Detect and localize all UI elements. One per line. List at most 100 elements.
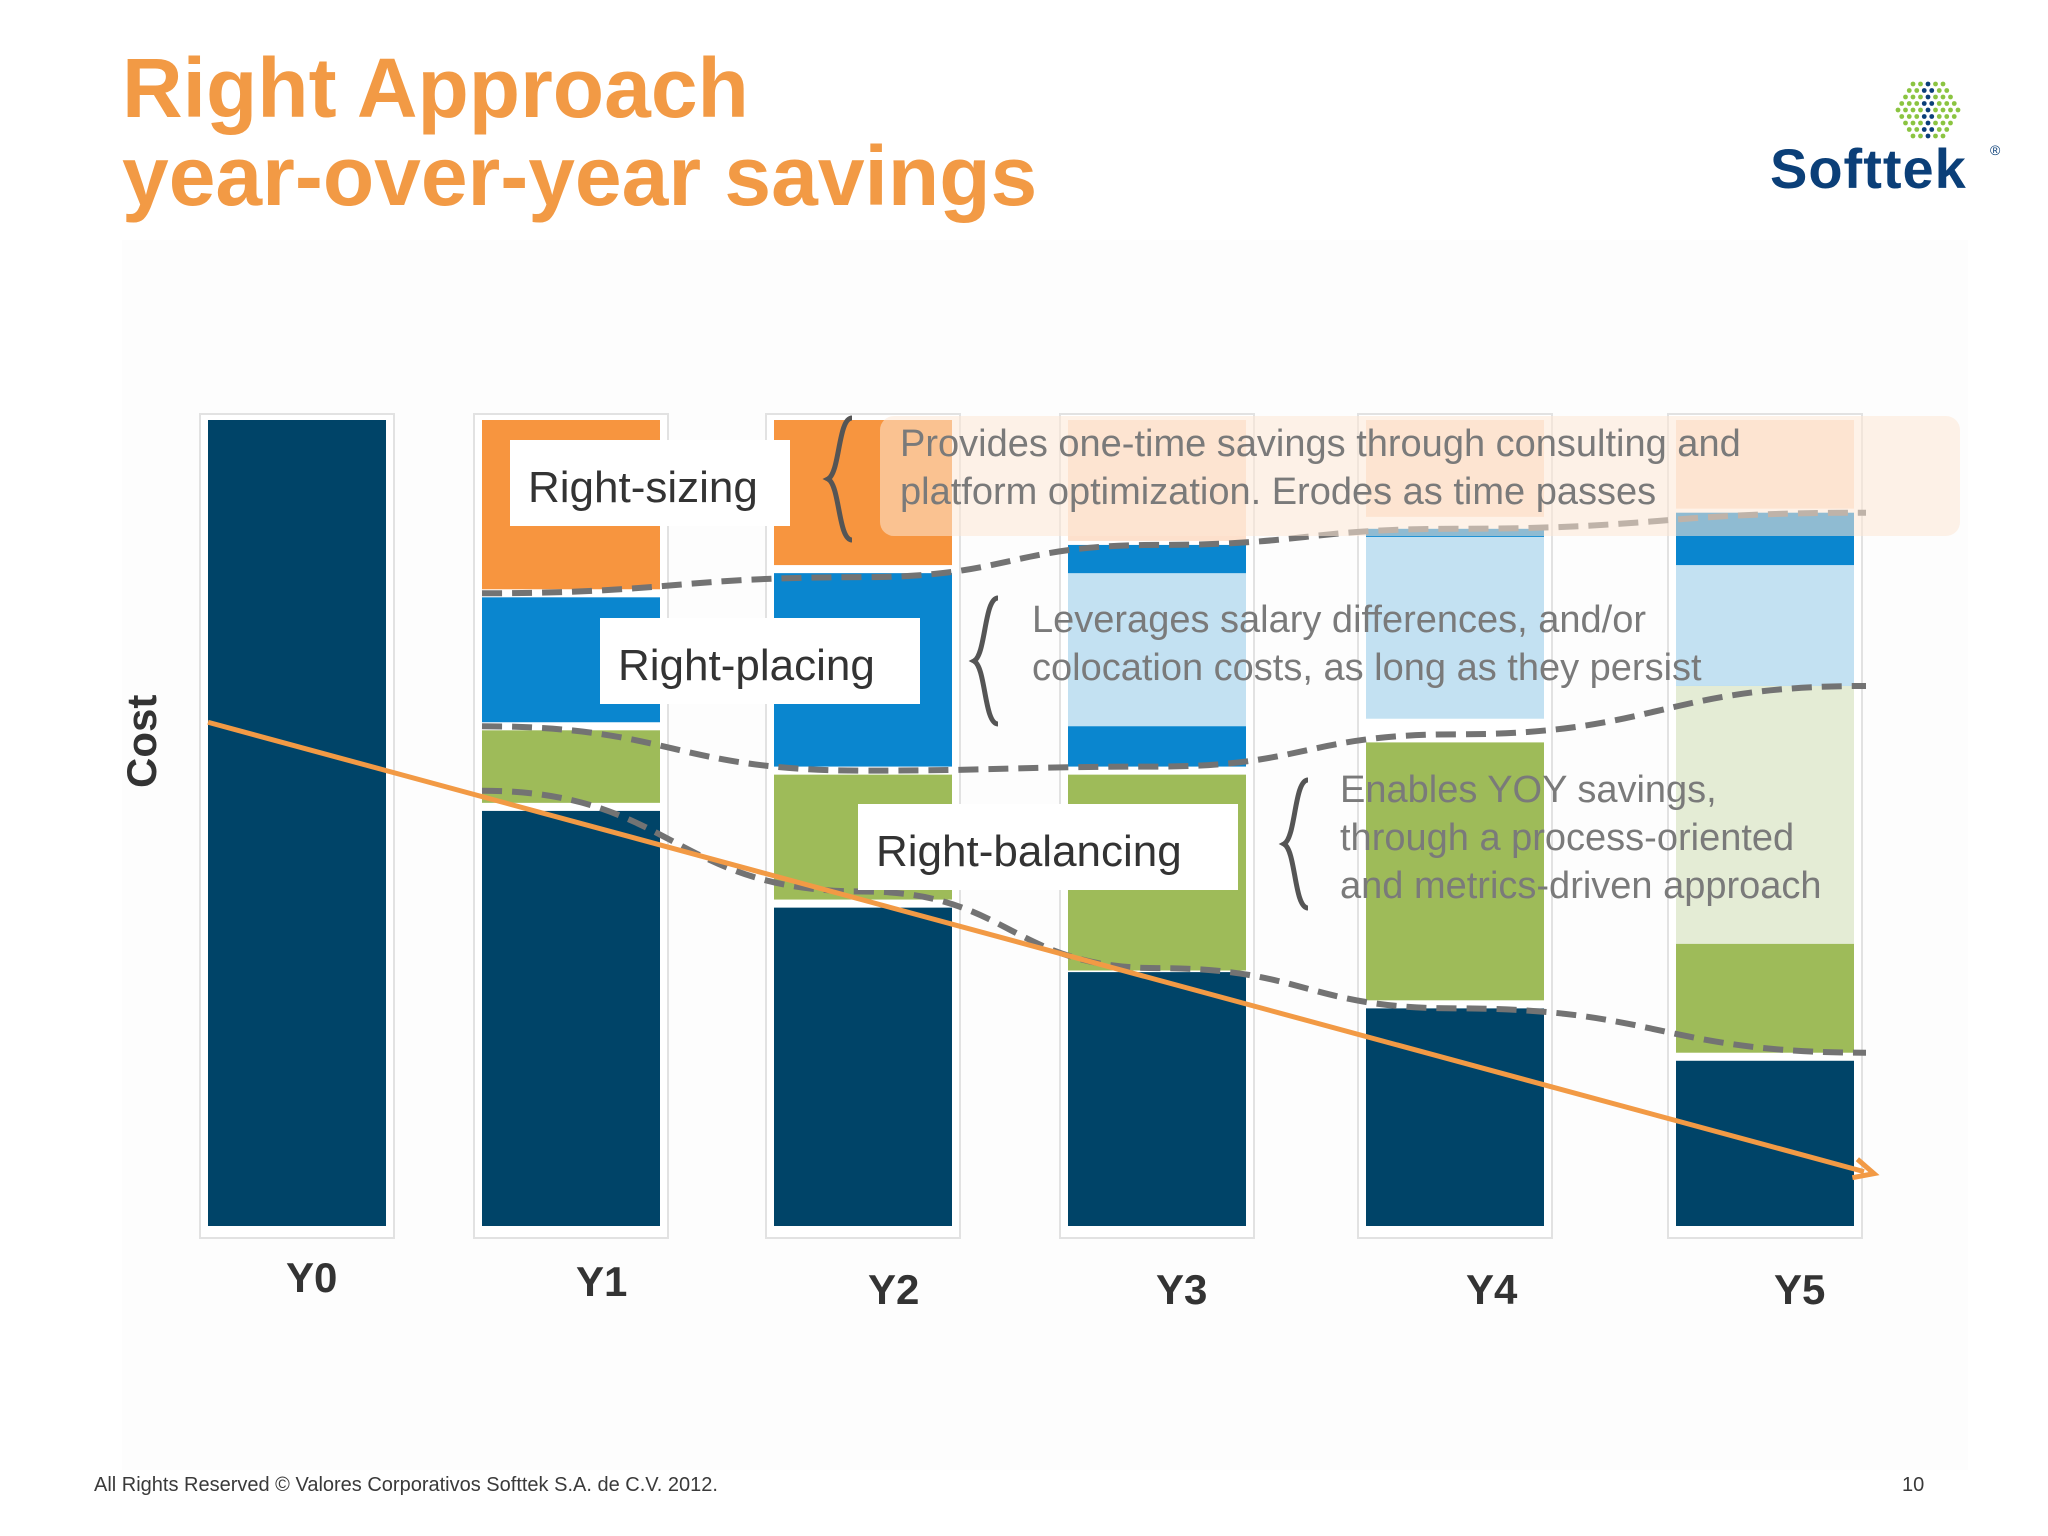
x-tick-label: Y1 (576, 1258, 627, 1305)
logo-dot (1910, 81, 1916, 87)
logo-dot (1895, 107, 1901, 113)
bar-segment-base (208, 420, 386, 1226)
bar-segment-base (1366, 1008, 1544, 1226)
logo-dot (1906, 114, 1912, 119)
bar-segment-placing-faded (1068, 573, 1246, 727)
logo-dots-icon (1895, 81, 1961, 139)
slide-title: Right Approach year-over-year savings (122, 44, 1037, 220)
trend-arrow-line (207, 719, 1865, 1175)
x-tick-label: Y5 (1774, 1266, 1825, 1313)
dashed-curve-placing_boundary (481, 682, 1867, 774)
logo-dot (1906, 101, 1912, 106)
logo-dot (1921, 88, 1927, 93)
callout-description: Enables YOY savings, (1340, 769, 1717, 811)
logo-dot (1910, 107, 1916, 113)
bar-segment-placing-faded (1366, 536, 1544, 719)
logo-dot (1914, 88, 1920, 93)
callout-label-box (858, 804, 1238, 890)
callout-brace-icon (822, 415, 853, 543)
logo-dot (1948, 107, 1953, 113)
logo-dot (1936, 101, 1942, 106)
logo-dot (1906, 127, 1912, 132)
x-tick-label: Y3 (1156, 1266, 1207, 1313)
callout-description: platform optimization. Erodes as time pa… (900, 471, 1656, 513)
callout-label: Right-placing (618, 641, 875, 690)
logo-dot (1925, 133, 1931, 139)
logo-dot (1921, 101, 1927, 106)
logo-dot (1918, 133, 1923, 139)
logo-dot (1940, 120, 1946, 126)
logo-dot (1951, 114, 1957, 119)
logo-dot (1914, 127, 1920, 132)
softtek-logo: Softtek ® (1770, 72, 2010, 202)
logo-dot (1936, 127, 1942, 132)
logo-dot (1918, 107, 1923, 113)
logo-dot (1903, 94, 1908, 100)
logo-dot (1899, 114, 1905, 119)
callout-description: colocation costs, as long as they persis… (1032, 647, 1702, 689)
logo-dot (1936, 88, 1942, 93)
logo-dot (1918, 94, 1923, 100)
logo-dot (1929, 127, 1935, 132)
logo-dot (1933, 94, 1938, 100)
registered-mark: ® (1990, 142, 2001, 158)
logo-dot (1918, 120, 1923, 126)
callout-label-box (510, 440, 790, 526)
logo-dot (1936, 114, 1942, 119)
callout-description: Leverages salary differences, and/or (1032, 599, 1646, 641)
logo-dot (1951, 101, 1957, 106)
logo-dot (1925, 81, 1931, 87)
x-tick-label: Y2 (868, 1266, 919, 1313)
logo-dot (1925, 120, 1931, 126)
logo-dot (1944, 101, 1950, 106)
callout-background (880, 416, 1960, 536)
x-tick-label: Y4 (1466, 1266, 1518, 1313)
logo-dot (1914, 101, 1920, 106)
logo-dot (1929, 88, 1935, 93)
bar-segment-base (774, 907, 952, 1226)
callout-brace-icon (968, 595, 999, 727)
logo-dot (1948, 120, 1953, 126)
logo-dot (1921, 114, 1927, 119)
bar-segment-placing-faded (1676, 565, 1854, 686)
trend-arrow-head (1851, 1157, 1880, 1181)
bar-segment-balancing-faded (1676, 685, 1854, 944)
title-line-2: year-over-year savings (122, 129, 1038, 223)
bar-segment-balancing (1366, 742, 1544, 1001)
x-tick-label: Y0 (286, 1254, 337, 1301)
logo-dot (1944, 88, 1950, 93)
logo-dot (1925, 94, 1931, 100)
logo-dot (1914, 114, 1920, 119)
chart-panel: Cost Y0 Y1 Y2 Y3 Y4 Y5 Right-sizing Provides one… (122, 240, 1968, 1470)
callout-description: through a process-oriented (1340, 817, 1794, 859)
logo-dot (1929, 114, 1935, 119)
dashed-curve-sizing_boundary (481, 509, 1867, 597)
logo-dot (1933, 81, 1938, 87)
callout-label-box (600, 618, 920, 704)
logo-dot (1933, 133, 1938, 139)
logo-dot (1918, 81, 1923, 87)
logo-dot (1933, 120, 1938, 126)
logo-dot (1910, 94, 1916, 100)
logo-dot (1925, 107, 1931, 113)
cost-savings-chart: Cost Y0 Y1 Y2 Y3 Y4 Y5 Right-sizing Provides one… (122, 413, 1960, 1313)
page-number: 10 (1902, 1474, 1925, 1496)
logo-dot (1906, 88, 1912, 93)
logo-dot (1933, 107, 1938, 113)
callout-description: Provides one-time savings through consul… (900, 423, 1741, 465)
logo-dot (1944, 114, 1950, 119)
logo-dot (1944, 127, 1950, 132)
logo-dot (1948, 94, 1953, 100)
callout-description: and metrics-driven approach (1340, 865, 1822, 907)
logo-dot (1899, 101, 1905, 106)
logo-dot (1903, 120, 1908, 126)
bar-segment-base (482, 810, 660, 1226)
title-line-1: Right Approach (122, 41, 749, 135)
logo-dot (1921, 127, 1927, 132)
logo-dot (1940, 81, 1946, 87)
y-axis-label: Cost (122, 695, 165, 788)
logo-dot (1940, 94, 1946, 100)
callout-label: Right-sizing (528, 463, 758, 512)
logo-dot (1940, 107, 1946, 113)
bar-segment-balancing (482, 730, 660, 803)
